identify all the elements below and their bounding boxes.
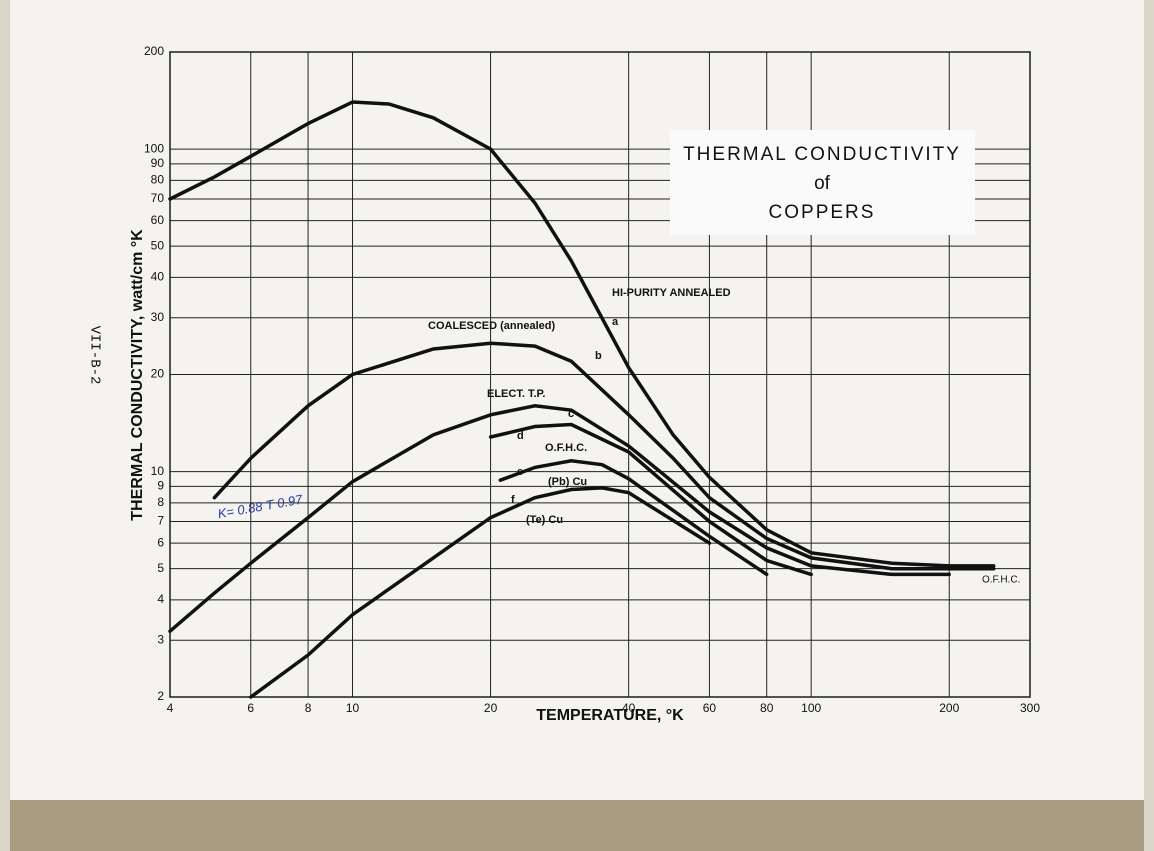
- x-tick-label: 100: [801, 701, 821, 715]
- y-tick-label: 9: [157, 479, 164, 493]
- y-axis-label: THERMAL CONDUCTIVITY, watt/cm °K: [129, 229, 146, 521]
- x-tick-label: 300: [1020, 701, 1040, 715]
- y-tick-label: 8: [157, 495, 164, 509]
- series-label: (Pb) Cu: [548, 476, 587, 488]
- x-tick-label: 200: [939, 701, 959, 715]
- series-label: COALESCED (annealed): [428, 320, 555, 332]
- binder: [10, 800, 1144, 851]
- y-tick-label: 50: [151, 238, 165, 252]
- series-letter: c: [568, 408, 574, 420]
- x-tick-label: 8: [305, 701, 312, 715]
- y-tick-label: 90: [151, 156, 165, 170]
- paper: [10, 0, 1144, 800]
- x-tick-label: 10: [346, 701, 360, 715]
- y-tick-label: 3: [157, 632, 164, 646]
- series-label: ELECT. T.P.: [487, 388, 545, 400]
- y-tick-label: 2: [157, 689, 164, 703]
- series-letter: e: [517, 466, 523, 478]
- y-tick-label: 10: [151, 464, 165, 478]
- series-letter: d: [517, 430, 524, 442]
- y-tick-label: 40: [151, 270, 165, 284]
- chart: 4681020406080100200300234567891020304050…: [0, 0, 1154, 851]
- chart-title: THERMAL CONDUCTIVITY: [683, 144, 961, 165]
- series-letter: b: [595, 350, 602, 362]
- y-tick-label: 60: [151, 213, 165, 227]
- page: 4681020406080100200300234567891020304050…: [0, 0, 1154, 851]
- series-label: O.F.H.C.: [545, 442, 587, 454]
- y-tick-label: 4: [157, 592, 164, 606]
- x-axis-label: TEMPERATURE, °K: [536, 707, 684, 724]
- x-tick-label: 6: [247, 701, 254, 715]
- y-tick-label: 20: [151, 367, 165, 381]
- x-tick-label: 4: [167, 701, 174, 715]
- annotation: O.F.H.C.: [982, 575, 1020, 586]
- x-tick-label: 20: [484, 701, 498, 715]
- y-tick-label: 30: [151, 310, 165, 324]
- series-letter: a: [612, 316, 619, 328]
- y-tick-label: 80: [151, 173, 165, 187]
- series-label: HI-PURITY ANNEALED: [612, 287, 731, 299]
- page-label: VII-B-2: [86, 326, 102, 385]
- x-tick-label: 60: [703, 701, 717, 715]
- y-tick-label: 6: [157, 535, 164, 549]
- x-tick-label: 80: [760, 701, 774, 715]
- y-tick-label: 7: [157, 514, 164, 528]
- y-tick-label: 200: [144, 44, 164, 58]
- y-tick-label: 70: [151, 191, 165, 205]
- y-tick-label: 100: [144, 141, 164, 155]
- series-label: (Te) Cu: [526, 514, 563, 526]
- chart-title: of: [814, 173, 831, 194]
- series-letter: f: [511, 494, 515, 506]
- y-tick-label: 5: [157, 561, 164, 575]
- chart-title: COPPERS: [769, 202, 876, 223]
